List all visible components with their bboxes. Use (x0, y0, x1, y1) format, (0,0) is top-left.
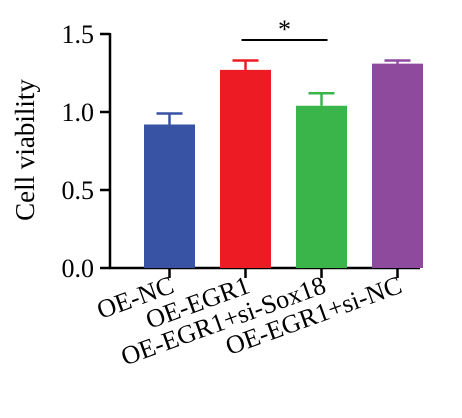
y-tick-label: 0.0 (62, 254, 95, 283)
x-axis: OE-NCOE-EGR1OE-EGR1+si-Sox18OE-EGR1+si-N… (93, 266, 420, 371)
y-tick-label: 1.0 (62, 98, 95, 127)
error-bars (156, 59, 411, 125)
significance-annotation: * (241, 15, 328, 44)
bar (144, 124, 195, 268)
bars (144, 63, 423, 268)
bar (296, 105, 347, 268)
bar (220, 69, 271, 268)
y-axis-title: Cell viability (10, 79, 40, 221)
significance-star: * (278, 15, 291, 44)
y-axis: 0.0 0.5 1.0 1.5 (62, 20, 112, 283)
bar (372, 63, 423, 268)
y-tick-label: 1.5 (62, 20, 95, 49)
y-tick-label: 0.5 (62, 176, 95, 205)
